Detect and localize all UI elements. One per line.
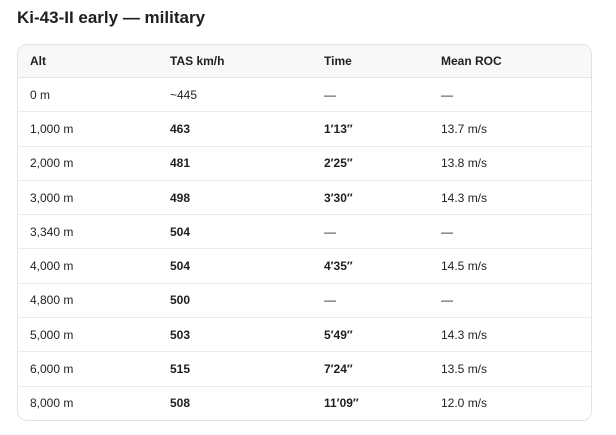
table-row: 3,000 m 498 3′30″ 14.3 m/s bbox=[18, 179, 591, 215]
table-cell: 14.3 m/s bbox=[441, 317, 591, 352]
table-cell: 504 bbox=[170, 248, 324, 284]
column-header: Time bbox=[324, 45, 441, 78]
table-cell: 3,340 m bbox=[18, 214, 170, 249]
table-cell: 4,000 m bbox=[18, 248, 170, 284]
table-cell: 3,000 m bbox=[18, 179, 170, 215]
table-cell: 13.5 m/s bbox=[441, 351, 591, 387]
table-row: 2,000 m 481 2′25″ 13.8 m/s bbox=[18, 145, 591, 181]
table-cell: 503 bbox=[170, 317, 324, 352]
table-row: 3,340 m 504— — bbox=[18, 214, 591, 249]
table-cell: 1,000 m bbox=[18, 111, 170, 147]
table-cell: 504 bbox=[170, 214, 324, 249]
table-row: 0 m ~445 — — bbox=[18, 78, 591, 112]
table-head: Alt TAS km/h Time Mean ROC bbox=[18, 45, 591, 78]
table-row: 4,000 m 504 4′35″ 14.5 m/s bbox=[18, 248, 591, 284]
table: Alt TAS km/h Time Mean ROC 0 m ~445— —1,000 m… bbox=[18, 45, 591, 420]
table-cell: ~445 bbox=[170, 87, 198, 102]
table-cell: — bbox=[441, 282, 591, 318]
table-cell: 4,800 m bbox=[18, 282, 170, 318]
table-cell: 515 bbox=[170, 351, 324, 387]
table-cell: 4′35″ bbox=[324, 248, 441, 284]
table-cell: — bbox=[324, 214, 441, 249]
table-cell: — bbox=[441, 87, 453, 102]
table-cell: 1′13″ bbox=[324, 111, 441, 147]
table-cell: 498 bbox=[170, 179, 324, 215]
table-cell: 12.0 m/s bbox=[441, 385, 591, 420]
table-cell: 11′09″ bbox=[324, 385, 441, 420]
table-row: 5,000 m 503 5′49″ 14.3 m/s bbox=[18, 317, 591, 352]
table-row: 8,000 m 508 11′09″ 12.0 m/s bbox=[18, 385, 591, 420]
table-cell: — bbox=[441, 214, 591, 249]
table-cell: 2′25″ bbox=[324, 145, 441, 181]
table-cell: 6,000 m bbox=[18, 351, 170, 387]
table-row: 4,800 m 500— — bbox=[18, 282, 591, 318]
column-header: Mean ROC bbox=[441, 45, 591, 78]
table-cell: 14.3 m/s bbox=[441, 179, 591, 215]
table-row: 1,000 m 463 1′13″ 13.7 m/s bbox=[18, 111, 591, 147]
table-cell: 14.5 m/s bbox=[441, 248, 591, 284]
table-cell: 0 m bbox=[30, 87, 51, 102]
table-cell: — bbox=[324, 87, 336, 102]
header-row: Alt TAS km/h Time Mean ROC bbox=[18, 45, 591, 78]
table-cell: 3′30″ bbox=[324, 179, 441, 215]
table-cell: 8,000 m bbox=[18, 385, 170, 420]
table-cell: 13.8 m/s bbox=[441, 145, 591, 181]
table-cell: 500 bbox=[170, 282, 324, 318]
column-header: TAS km/h bbox=[170, 45, 324, 78]
table-row: 6,000 m 515 7′24″ 13.5 m/s bbox=[18, 351, 591, 387]
table-cell: 7′24″ bbox=[324, 351, 441, 387]
table-cell: — bbox=[324, 282, 441, 318]
table-cell: 2,000 m bbox=[18, 145, 170, 181]
table-container: Alt TAS km/h Time Mean ROC 0 m ~445— —1,000 m… bbox=[17, 44, 592, 421]
column-header: Alt bbox=[18, 45, 170, 78]
table-cell: 463 bbox=[170, 111, 324, 147]
table-cell: 508 bbox=[170, 385, 324, 420]
table-cell: 13.7 m/s bbox=[441, 111, 591, 147]
table-cell: 481 bbox=[170, 145, 324, 181]
title: Ki-43-II early — military bbox=[17, 8, 206, 27]
table-cell: 5′49″ bbox=[324, 317, 441, 352]
table-cell: 5,000 m bbox=[18, 317, 170, 352]
